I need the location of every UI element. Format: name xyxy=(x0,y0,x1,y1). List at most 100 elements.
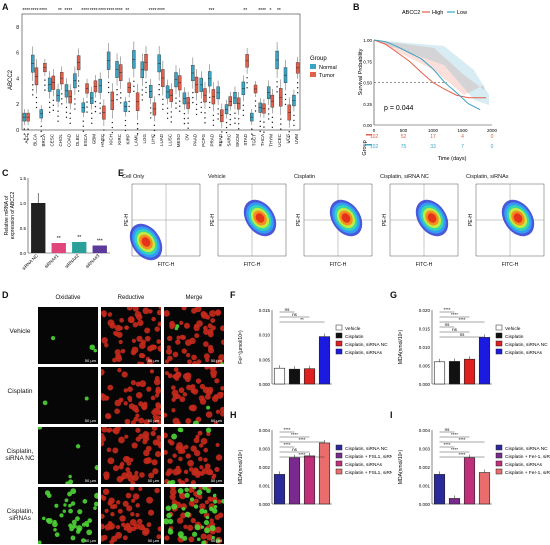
panel-d-micrograph: 50 μm xyxy=(38,307,98,364)
panel-g-ytick: 0.020 xyxy=(419,308,431,313)
panel-a-outlier xyxy=(288,131,290,133)
panel-h-bar xyxy=(318,442,331,505)
panel-d-green-cell xyxy=(86,529,93,536)
panel-d-red-cell xyxy=(178,387,185,394)
panel-d-red-cell xyxy=(197,430,203,436)
panel-d-green-cell xyxy=(68,479,74,484)
panel-d-red-cell xyxy=(188,404,195,411)
panel-d-red-cell xyxy=(104,508,109,514)
panel-d-green-cell xyxy=(211,535,216,540)
panel-d-green-cell xyxy=(175,324,180,329)
panel-d-micrograph: 50 μm xyxy=(38,367,98,424)
panel-a-outlier xyxy=(276,81,278,83)
panel-d-red-cell xyxy=(156,339,161,344)
panel-a-sig: **** xyxy=(39,8,47,14)
panel-d-microscopy: Oxidative Reductive Merge Vehicle 50 μm 50 μm… xyxy=(0,295,228,545)
panel-a-outlier xyxy=(40,125,42,128)
panel-f-bar xyxy=(318,336,331,385)
panel-a-outlier xyxy=(234,117,236,119)
panel-d-red-cell xyxy=(114,331,120,337)
panel-a-xtick: MESO xyxy=(176,134,181,148)
panel-b-legend-high: High xyxy=(432,10,443,16)
panel-d-green-cell xyxy=(44,490,51,496)
legend-normal-swatch xyxy=(310,64,316,69)
panel-e-ylabel: PE-H xyxy=(124,214,130,226)
panel-a-outlier xyxy=(124,119,127,122)
panel-d-red-cell xyxy=(182,373,190,380)
panel-a-sig: **** xyxy=(81,8,89,14)
panel-g-legend-swatch xyxy=(495,324,503,331)
panel-d-green-cell xyxy=(93,506,97,510)
panel-d-red-cell xyxy=(146,386,152,392)
panel-d-red-cell xyxy=(204,463,211,470)
panel-d-micrograph: 50 μm xyxy=(164,487,224,544)
panel-a-outlier xyxy=(259,125,261,128)
panel-d-green-cell xyxy=(93,501,98,507)
panel-a-outlier xyxy=(94,105,97,108)
panel-d-red-cell xyxy=(121,371,128,378)
panel-g-ytick: 0.005 xyxy=(419,364,431,369)
panel-a-outlier xyxy=(61,98,63,100)
panel-d-red-cell xyxy=(122,455,130,463)
panel-a-outlier xyxy=(192,91,194,94)
panel-d-red-cell xyxy=(157,415,161,420)
panel-f-legend-swatch xyxy=(335,324,343,331)
panel-d-red-cell xyxy=(178,480,186,484)
panel-i-ylabel: MDA(nmol/10⁶) xyxy=(398,450,404,485)
panel-a-outlier xyxy=(166,107,169,109)
panel-a-xtick: SARC xyxy=(226,133,231,146)
panel-a-outlier xyxy=(208,96,211,99)
legend-normal-label: Normal xyxy=(319,65,337,71)
panel-d-row-label: Cisplatin, siRNA NC xyxy=(5,447,35,462)
panel-a-xtick: READ xyxy=(218,133,223,146)
panel-d-bg xyxy=(38,307,98,364)
panel-b-ci-low xyxy=(374,40,489,105)
panel-h-legend-swatch xyxy=(335,452,343,459)
panel-d-red-cell xyxy=(145,445,152,452)
panel-d-red-cell xyxy=(179,320,184,325)
panel-d-green-cell xyxy=(200,525,205,529)
panel-d-green-cell xyxy=(93,348,98,353)
panel-a-outlier xyxy=(225,121,228,124)
panel-a-outlier xyxy=(288,141,290,143)
panel-g-sig: **** xyxy=(458,317,465,322)
panel-a-outlier xyxy=(284,103,287,106)
panel-d-green-cell xyxy=(62,509,66,513)
panel-f-sig: ** xyxy=(300,317,304,322)
panel-d-red-cell xyxy=(112,503,118,509)
panel-d-scale: 50 μm xyxy=(148,358,160,363)
panel-b-risk-swatch xyxy=(366,144,372,146)
panel-a-xtick: ESCA xyxy=(83,134,88,146)
panel-d-red-cell xyxy=(171,389,179,397)
panel-a-outlier xyxy=(23,133,26,135)
panel-a-outlier xyxy=(284,98,287,101)
panel-a-outlier xyxy=(91,117,93,120)
panel-c-xtick: siRNA#2 xyxy=(64,253,80,269)
panel-d-red-cell xyxy=(199,398,207,405)
panel-h-sig: ns xyxy=(292,447,298,452)
panel-d-red-cell xyxy=(114,427,121,432)
panel-a-outlier xyxy=(271,126,274,129)
panel-h-ytick: 0.001 xyxy=(259,484,271,489)
panel-d-red-cell xyxy=(155,389,160,394)
panel-a-legend-title: Group xyxy=(310,56,327,62)
panel-g-legend-label: Cisplatin xyxy=(505,334,524,340)
panel-d-green-cell xyxy=(192,420,199,424)
panel-d-green-cell xyxy=(199,508,205,514)
panel-a-outlier xyxy=(153,134,156,137)
panel-b-survival: ABCC2 High Low Survival Probability 0.00… xyxy=(358,10,498,162)
panel-d-red-cell xyxy=(135,391,143,399)
panel-i-ytick: 0.002 xyxy=(419,465,431,470)
panel-d-bg xyxy=(101,367,161,424)
panel-a-outlier xyxy=(263,126,265,128)
panel-d-micrograph: 50 μm xyxy=(101,487,161,544)
panel-b-risk-value: 102 xyxy=(370,144,379,150)
panel-d-scale: 50 μm xyxy=(211,538,223,543)
panel-d-red-cell xyxy=(112,447,119,454)
panel-a-outlier xyxy=(296,92,299,94)
panel-d-red-cell xyxy=(109,322,116,329)
panel-d-red-cell xyxy=(154,393,160,398)
panel-d-red-cell xyxy=(132,321,139,328)
panel-e-flowplot: FITC-H PE-H xyxy=(124,183,201,268)
